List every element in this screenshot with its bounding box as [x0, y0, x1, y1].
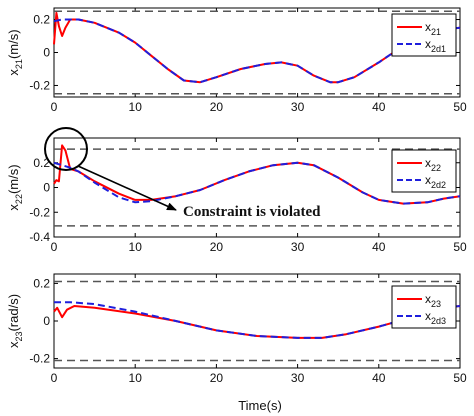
- x-tick-label: 50: [453, 100, 467, 114]
- y-axis-label: x21(m/s): [6, 29, 24, 75]
- series-actual-line: [53, 11, 461, 84]
- legend-label: x2d1: [425, 37, 446, 54]
- annotation: Constraint is violated: [44, 127, 321, 220]
- legend-box: [391, 285, 457, 329]
- annotation-arrow: [77, 165, 177, 211]
- x-tick-label: 30: [291, 100, 305, 114]
- x-tick-label: 10: [129, 240, 143, 254]
- x-tick-label: 0: [51, 371, 58, 385]
- legend-label: x2d3: [425, 309, 446, 326]
- x-tick-label: 10: [129, 100, 143, 114]
- annotation-circle: [44, 127, 88, 171]
- x-tick-label: 30: [291, 240, 305, 254]
- x-axis-label: Time(s): [238, 398, 282, 413]
- legend-box: [391, 149, 457, 193]
- y-tick-label: -0.2: [29, 352, 50, 366]
- legend-box: [391, 13, 457, 57]
- y-tick-label: -0.2: [29, 205, 50, 219]
- y-axis-label: x23(rad/s): [6, 294, 24, 348]
- y-tick-label: 0: [43, 46, 50, 60]
- y-tick-label: -0.4: [29, 230, 50, 244]
- legend-label: x22: [425, 156, 441, 173]
- y-axis-label: x22(m/s): [6, 164, 24, 210]
- x-tick-label: 50: [453, 371, 467, 385]
- series-desired-line: [53, 161, 461, 205]
- y-tick-label: -0.2: [29, 78, 50, 92]
- series-desired-line: [53, 18, 461, 84]
- x-tick-label: 50: [453, 240, 467, 254]
- legend-label: x23: [425, 292, 441, 309]
- legend-label: x2d2: [425, 173, 446, 190]
- legend-label: x21: [425, 20, 441, 37]
- x-tick-label: 0: [51, 240, 58, 254]
- x-tick-label: 40: [372, 371, 386, 385]
- y-tick-label: 0.2: [33, 276, 50, 290]
- x-tick-label: 20: [210, 100, 224, 114]
- x-tick-label: 20: [210, 240, 224, 254]
- y-tick-label: 0: [43, 314, 50, 328]
- y-tick-label: 0.2: [33, 13, 50, 27]
- y-tick-label: 0: [43, 181, 50, 195]
- annotation-text: Constraint is violated: [183, 204, 321, 220]
- x-tick-label: 20: [210, 371, 224, 385]
- x-tick-label: 40: [372, 240, 386, 254]
- x-tick-label: 30: [291, 371, 305, 385]
- y-tick-label: 0.2: [33, 156, 50, 170]
- x-tick-label: 10: [129, 371, 143, 385]
- x-tick-label: 0: [51, 100, 58, 114]
- x-tick-label: 40: [372, 100, 386, 114]
